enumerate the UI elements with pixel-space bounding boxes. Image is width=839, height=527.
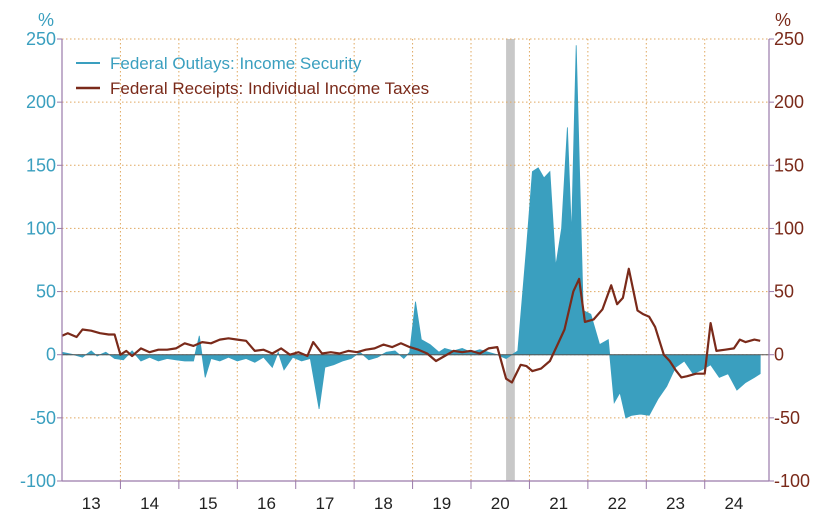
y-tick-label-left: 50 — [36, 282, 56, 302]
x-tick-label: 24 — [724, 494, 743, 513]
y-tick-label-right: 250 — [774, 29, 804, 49]
left-axis-unit-label: % — [38, 10, 54, 30]
outlays-area-group — [61, 45, 761, 419]
x-tick-label: 20 — [491, 494, 510, 513]
y-tick-label-right: -50 — [774, 408, 800, 428]
x-tick-label: 14 — [140, 494, 159, 513]
x-tick-label: 15 — [199, 494, 218, 513]
x-tick-label: 22 — [608, 494, 627, 513]
y-tick-label-left: 150 — [26, 155, 56, 175]
y-tick-label-right: -100 — [774, 471, 810, 491]
y-tick-label-right: 150 — [774, 155, 804, 175]
legend-label-outlays: Federal Outlays: Income Security — [110, 54, 362, 73]
x-tick-label: 19 — [432, 494, 451, 513]
x-tick-label: 16 — [257, 494, 276, 513]
x-tick-label: 13 — [82, 494, 101, 513]
y-tick-label-right: 50 — [774, 282, 794, 302]
y-tick-label-left: 200 — [26, 92, 56, 112]
gridlines — [62, 38, 769, 481]
y-tick-label-left: -50 — [30, 408, 56, 428]
legend: Federal Outlays: Income Security Federal… — [76, 54, 429, 98]
y-tick-label-left: -100 — [20, 471, 56, 491]
receipts-line-group — [61, 267, 761, 384]
receipts-line — [61, 267, 761, 384]
tick-labels: -100 -100 -50 -50 0 0 50 50 100 100 150 150 200 200 25… — [20, 29, 810, 513]
y-tick-label-left: 100 — [26, 218, 56, 238]
right-axis-unit-label: % — [775, 10, 791, 30]
y-tick-label-right: 0 — [774, 345, 784, 365]
recession-shading-group — [506, 39, 515, 481]
x-tick-label: 21 — [549, 494, 568, 513]
legend-label-receipts: Federal Receipts: Individual Income Taxe… — [110, 79, 429, 98]
y-tick-label-left: 250 — [26, 29, 56, 49]
recession-bar — [506, 39, 515, 481]
x-tick-label: 23 — [666, 494, 685, 513]
x-tick-label: 18 — [374, 494, 393, 513]
y-tick-label-left: 0 — [46, 345, 56, 365]
y-tick-label-right: 200 — [774, 92, 804, 112]
x-tick-label: 17 — [315, 494, 334, 513]
axes-frame — [57, 38, 774, 489]
outlays-area — [61, 45, 761, 419]
y-tick-label-right: 100 — [774, 218, 804, 238]
